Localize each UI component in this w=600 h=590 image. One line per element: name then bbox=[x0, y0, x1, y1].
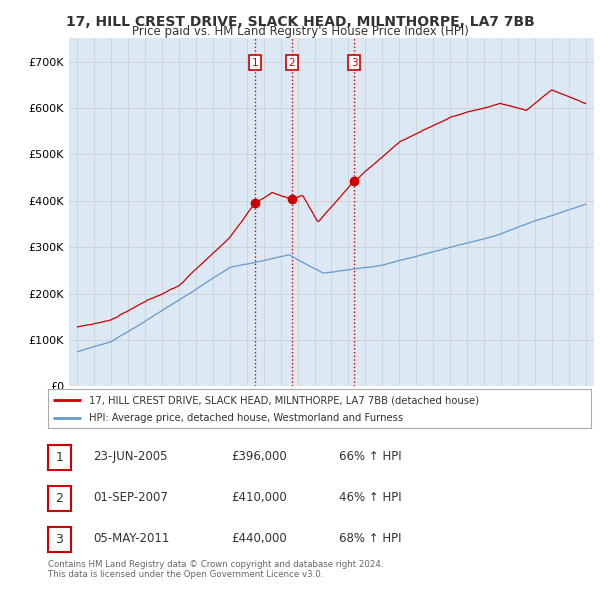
Text: This data is licensed under the Open Government Licence v3.0.: This data is licensed under the Open Gov… bbox=[48, 571, 323, 579]
Text: £440,000: £440,000 bbox=[231, 532, 287, 545]
Text: Price paid vs. HM Land Registry's House Price Index (HPI): Price paid vs. HM Land Registry's House … bbox=[131, 25, 469, 38]
Text: 3: 3 bbox=[55, 533, 64, 546]
Text: 05-MAY-2011: 05-MAY-2011 bbox=[93, 532, 169, 545]
Text: £410,000: £410,000 bbox=[231, 491, 287, 504]
Text: 17, HILL CREST DRIVE, SLACK HEAD, MILNTHORPE, LA7 7BB (detached house): 17, HILL CREST DRIVE, SLACK HEAD, MILNTH… bbox=[89, 395, 479, 405]
Text: Contains HM Land Registry data © Crown copyright and database right 2024.: Contains HM Land Registry data © Crown c… bbox=[48, 560, 383, 569]
Text: 1: 1 bbox=[251, 58, 258, 68]
Text: 2: 2 bbox=[55, 492, 64, 505]
Text: 01-SEP-2007: 01-SEP-2007 bbox=[93, 491, 168, 504]
Text: £396,000: £396,000 bbox=[231, 450, 287, 463]
Text: 68% ↑ HPI: 68% ↑ HPI bbox=[339, 532, 401, 545]
Text: HPI: Average price, detached house, Westmorland and Furness: HPI: Average price, detached house, West… bbox=[89, 413, 403, 423]
Text: 46% ↑ HPI: 46% ↑ HPI bbox=[339, 491, 401, 504]
Text: 1: 1 bbox=[55, 451, 64, 464]
Text: 23-JUN-2005: 23-JUN-2005 bbox=[93, 450, 167, 463]
Text: 17, HILL CREST DRIVE, SLACK HEAD, MILNTHORPE, LA7 7BB: 17, HILL CREST DRIVE, SLACK HEAD, MILNTH… bbox=[65, 15, 535, 29]
Text: 3: 3 bbox=[351, 58, 358, 68]
Text: 66% ↑ HPI: 66% ↑ HPI bbox=[339, 450, 401, 463]
Text: 2: 2 bbox=[289, 58, 295, 68]
